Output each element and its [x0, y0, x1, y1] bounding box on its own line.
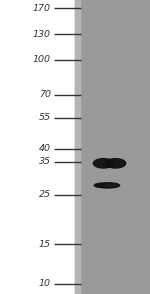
- Ellipse shape: [105, 159, 126, 168]
- Bar: [75, 0, 80, 294]
- Text: 100: 100: [33, 55, 51, 64]
- Text: 70: 70: [39, 90, 51, 99]
- Ellipse shape: [93, 159, 114, 168]
- Text: 35: 35: [39, 157, 51, 166]
- Text: 170: 170: [33, 4, 51, 13]
- Text: 10: 10: [39, 279, 51, 288]
- Text: 130: 130: [33, 30, 51, 39]
- Text: 15: 15: [39, 240, 51, 249]
- Bar: [75, 0, 150, 294]
- Ellipse shape: [96, 183, 120, 188]
- Text: 55: 55: [39, 113, 51, 123]
- Text: 40: 40: [39, 144, 51, 153]
- Text: 25: 25: [39, 190, 51, 199]
- Ellipse shape: [94, 183, 105, 187]
